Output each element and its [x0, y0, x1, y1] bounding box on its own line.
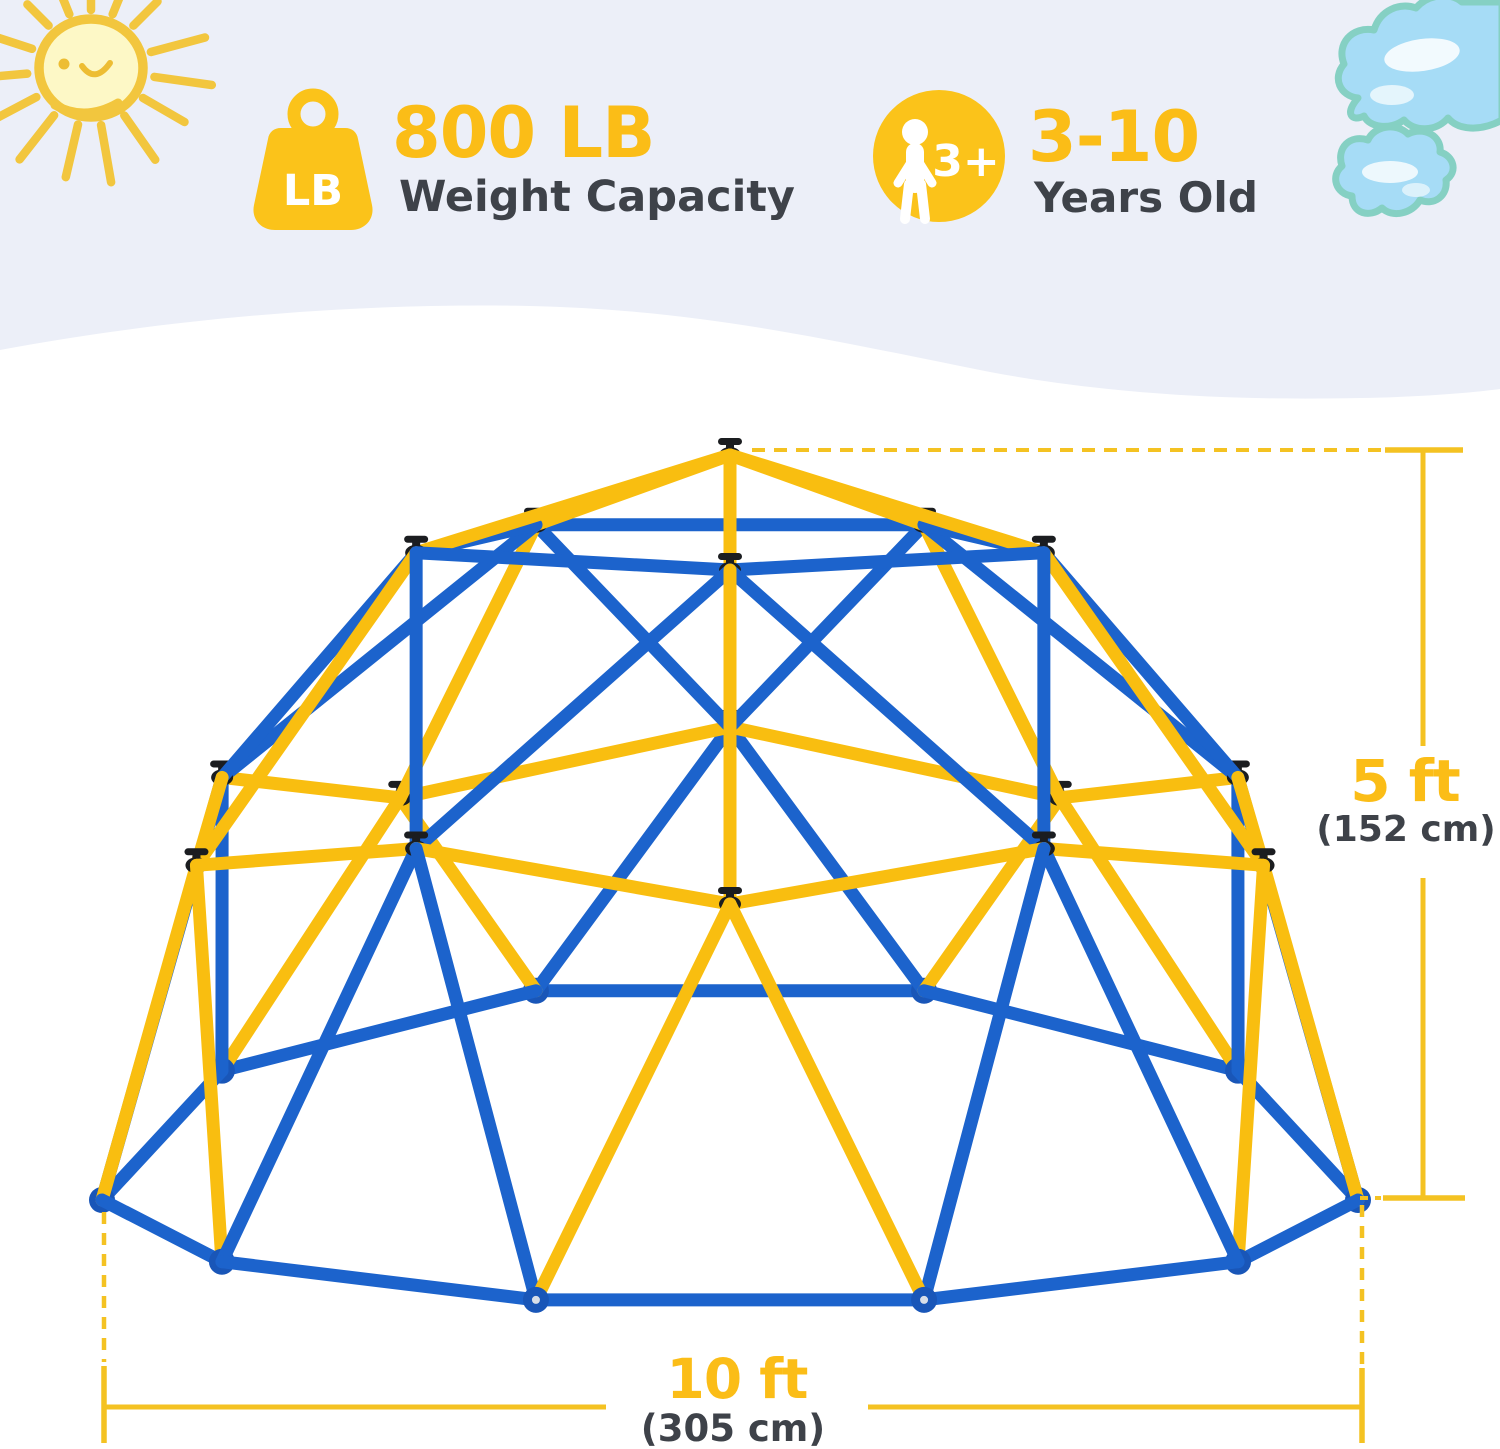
age-badge-plus-text: 3+	[932, 136, 999, 187]
dome-strut	[723, 448, 1051, 560]
cloud-icon-small	[1332, 123, 1457, 218]
dome-strut	[917, 791, 1067, 998]
dome-strut	[393, 791, 543, 998]
cloud-icon-large	[1334, 0, 1500, 133]
sun-eye-dot	[58, 58, 70, 70]
height-dimension-metric: (152 cm)	[1316, 809, 1496, 850]
dome-strut	[529, 720, 737, 998]
dome-strut	[723, 546, 1051, 577]
dome-strut	[1231, 858, 1271, 1269]
sun-icon	[0, 0, 217, 187]
dome-strut	[215, 1255, 543, 1307]
weight-icon-lb-text: LB	[283, 166, 343, 216]
sun-wink-eye	[79, 60, 113, 78]
dome-strut	[1257, 858, 1365, 1207]
dome-strut	[215, 842, 423, 1269]
dome-strut	[215, 984, 543, 1078]
sun-ray	[120, 111, 160, 164]
dome-strut	[917, 1255, 1245, 1307]
sun-ray	[108, 0, 124, 19]
weight-capacity-value: 800 LB	[392, 92, 655, 174]
sun-ray	[0, 92, 41, 122]
sun-ray	[0, 33, 37, 54]
dome-strut	[917, 842, 1051, 1307]
dome-strut	[409, 842, 737, 911]
dome-strut	[723, 842, 1051, 911]
dome-illustration	[89, 438, 1371, 1313]
sun-ray	[61, 120, 83, 182]
weight-icon: LB	[253, 88, 373, 230]
weight-capacity-label: Weight Capacity	[399, 172, 795, 222]
dome-strut	[1053, 791, 1245, 1078]
dome-strut	[723, 563, 1051, 856]
dome-strut	[1037, 842, 1245, 1269]
dome-strut	[723, 720, 1067, 805]
dome-strut	[1037, 546, 1271, 872]
base-joint	[911, 1286, 938, 1313]
sun-ray	[0, 69, 32, 81]
sun-ray	[138, 93, 189, 127]
dome-strut	[1231, 1193, 1365, 1269]
sun-ray	[23, 0, 53, 30]
dome-strut	[393, 720, 737, 805]
age-range-value: 3-10	[1028, 96, 1200, 178]
dome-strut	[1037, 842, 1271, 872]
width-dimension-value: 10 ft	[666, 1347, 809, 1411]
dome-strut	[189, 546, 423, 872]
dome-strut	[189, 858, 229, 1269]
sun-ray	[150, 72, 217, 90]
dimension-height	[752, 447, 1465, 1201]
age-badge: 3+	[873, 90, 1005, 224]
width-dimension-metric: (305 cm)	[640, 1407, 826, 1449]
dome-strut	[723, 720, 931, 998]
sun-ray	[146, 33, 210, 57]
dome-strut	[95, 1064, 229, 1207]
dome-strut	[189, 842, 423, 872]
sun-ray	[129, 0, 162, 30]
sun-ray	[58, 0, 74, 19]
dome-strut	[723, 897, 931, 1307]
child-icon	[893, 119, 937, 224]
dome-strut	[95, 1193, 229, 1269]
dome-strut	[1231, 1064, 1365, 1207]
dome-strut	[215, 518, 543, 784]
dome-strut	[409, 448, 737, 560]
base-joint	[522, 1286, 549, 1313]
dome-strut	[409, 842, 543, 1307]
dome-strut	[917, 518, 1245, 784]
sun-ray	[15, 111, 59, 164]
sun-ray	[96, 120, 116, 187]
dome-strut	[215, 791, 407, 1078]
dome-strut	[529, 897, 737, 1307]
dome-strut	[393, 518, 543, 805]
dome-strut	[409, 546, 737, 577]
dome-strut	[917, 984, 1245, 1078]
dome-strut	[95, 858, 203, 1207]
dome-strut	[917, 518, 1067, 805]
header-wave-background	[0, 0, 1500, 399]
dimension-width	[101, 1205, 1365, 1443]
age-range-label: Years Old	[1034, 173, 1258, 222]
height-dimension-value: 5 ft	[1350, 747, 1461, 815]
dome-strut	[409, 563, 737, 856]
